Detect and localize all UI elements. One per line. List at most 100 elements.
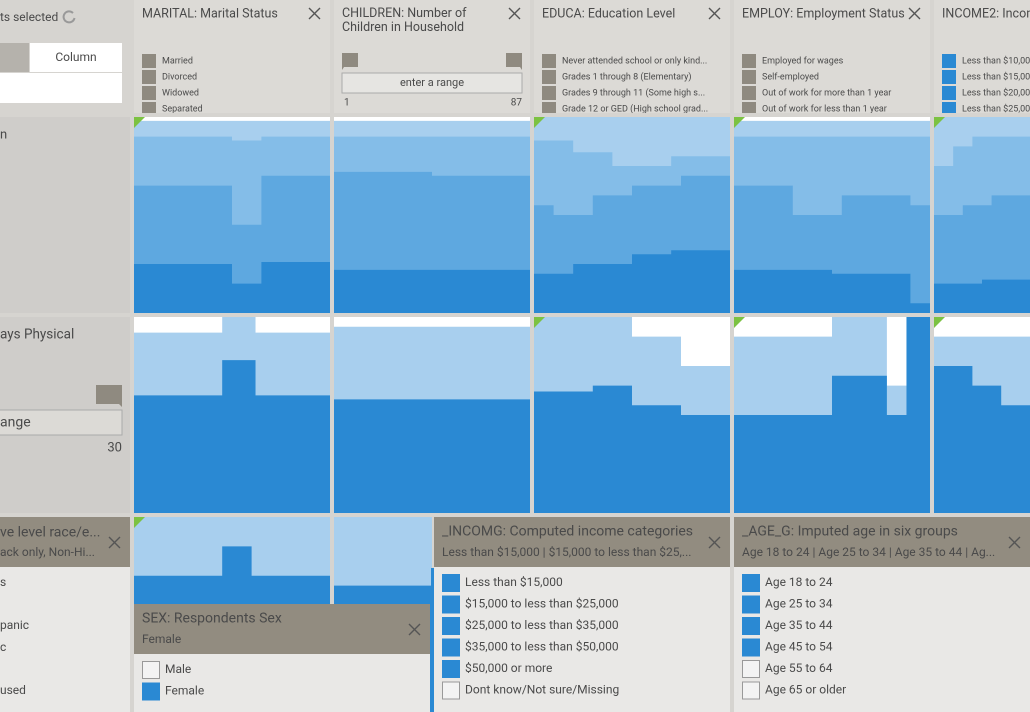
panel-subtitle: Age 18 to 24 | Age 25 to 34 | Age 35 to … bbox=[742, 545, 995, 559]
checkbox[interactable] bbox=[742, 638, 760, 657]
checkbox[interactable] bbox=[742, 86, 756, 100]
range-input[interactable] bbox=[0, 409, 123, 436]
chart-cell bbox=[334, 117, 530, 313]
close-icon[interactable] bbox=[1008, 536, 1021, 549]
filter-item: Less than $15,00 bbox=[962, 71, 1030, 82]
checkbox[interactable] bbox=[942, 86, 956, 100]
checkbox[interactable] bbox=[742, 54, 756, 68]
area-layer bbox=[734, 269, 930, 313]
column-toggle[interactable] bbox=[30, 43, 122, 72]
checkbox[interactable] bbox=[442, 681, 460, 700]
checkbox[interactable] bbox=[142, 86, 156, 100]
checkbox[interactable] bbox=[742, 681, 760, 700]
panel-header bbox=[734, 517, 1030, 567]
selection-marker bbox=[534, 117, 545, 128]
filter-item: Out of work for more than 1 year bbox=[762, 88, 891, 98]
filter-panel: _AGE_G: Imputed age in six groups Age 18 … bbox=[734, 517, 1030, 712]
checkbox[interactable] bbox=[742, 574, 760, 592]
filter-item: Never attended school or only kind... bbox=[562, 56, 707, 66]
filter-item: $15,000 to less than $25,000 bbox=[465, 597, 619, 611]
checkbox[interactable] bbox=[142, 661, 160, 679]
checkbox[interactable] bbox=[542, 54, 556, 68]
checkbox[interactable] bbox=[442, 574, 460, 592]
filter-item: Age 65 or older bbox=[765, 683, 846, 697]
range-placeholder: ange bbox=[0, 415, 31, 431]
checkbox[interactable] bbox=[442, 660, 460, 678]
filter-item: Grades 1 through 8 (Elementary) bbox=[562, 71, 692, 82]
chart-cell bbox=[734, 317, 930, 513]
checkbox[interactable] bbox=[742, 660, 760, 678]
checkbox[interactable] bbox=[442, 638, 460, 657]
checkbox[interactable] bbox=[542, 102, 556, 116]
range-handle[interactable] bbox=[96, 385, 122, 407]
checkbox[interactable] bbox=[742, 595, 760, 614]
close-icon[interactable] bbox=[708, 7, 721, 20]
filter-item: $25,000 to less than $35,000 bbox=[465, 618, 619, 632]
filter-item: Less than $20,00 bbox=[962, 87, 1030, 98]
range-input[interactable] bbox=[341, 72, 523, 94]
close-icon[interactable] bbox=[408, 623, 421, 636]
filter-item: s bbox=[0, 575, 6, 589]
filter-item: Less than $15,000 bbox=[465, 575, 563, 589]
checkbox[interactable] bbox=[142, 102, 156, 116]
close-icon[interactable] bbox=[908, 7, 921, 20]
area-layer bbox=[334, 269, 530, 313]
column-header: EDUCA: Education Level Never attended sch… bbox=[534, 0, 730, 116]
header-bg bbox=[534, 0, 730, 113]
filter-item: Age 18 to 24 bbox=[765, 575, 833, 589]
filter-panel: ve level race/e... ack only, Non-Hi... s pa… bbox=[0, 517, 130, 712]
area-layer bbox=[334, 399, 530, 513]
close-icon[interactable] bbox=[308, 7, 321, 20]
column-header: CHILDREN: Number of Children in Household… bbox=[334, 0, 530, 113]
filter-item: panic bbox=[0, 618, 29, 632]
filter-item: c bbox=[0, 640, 6, 654]
panel-title: SEX: Respondents Sex bbox=[142, 611, 282, 627]
panel-title: _INCOMG: Computed income categories bbox=[442, 524, 693, 540]
checkbox[interactable] bbox=[942, 54, 956, 68]
checkbox[interactable] bbox=[442, 617, 460, 635]
checkbox[interactable] bbox=[542, 70, 556, 84]
header-bg bbox=[134, 0, 330, 113]
column-title: INCOME2: Income bbox=[942, 6, 1030, 21]
column-button: Column bbox=[55, 50, 96, 64]
checkbox[interactable] bbox=[142, 54, 156, 68]
range-handle[interactable] bbox=[506, 53, 522, 70]
close-icon[interactable] bbox=[508, 7, 521, 20]
panel-header bbox=[134, 604, 430, 654]
filter-item: Grades 9 through 11 (Some high s... bbox=[562, 87, 705, 98]
filter-item: Out of work for less than 1 year bbox=[762, 104, 887, 114]
filter-item: used bbox=[0, 683, 26, 697]
close-icon[interactable] bbox=[708, 536, 721, 549]
checkbox[interactable] bbox=[542, 86, 556, 100]
filter-item: Age 25 to 34 bbox=[765, 597, 833, 611]
checkbox[interactable] bbox=[942, 102, 956, 116]
chart-cell bbox=[134, 117, 330, 313]
search-box bbox=[0, 73, 122, 103]
selection-marker bbox=[734, 117, 745, 128]
checkbox[interactable] bbox=[142, 682, 160, 701]
checkbox[interactable] bbox=[742, 102, 756, 116]
row-label: ays Physical bbox=[0, 327, 74, 343]
column-header: EMPLOY: Employment Status Employed for wa… bbox=[734, 0, 930, 116]
chart-cell bbox=[334, 317, 530, 513]
filter-item: $35,000 to less than $50,000 bbox=[465, 640, 619, 654]
area-layer bbox=[934, 279, 1030, 313]
checkbox[interactable] bbox=[742, 617, 760, 635]
filter-item: Grade 12 or GED (High school grad... bbox=[562, 103, 708, 114]
checkbox[interactable] bbox=[142, 70, 156, 84]
checkbox[interactable] bbox=[942, 70, 956, 84]
filter-item: $50,000 or more bbox=[465, 661, 552, 675]
column-title: EDUCA: Education Level bbox=[542, 6, 675, 21]
checkbox[interactable] bbox=[742, 70, 756, 84]
range-max: 30 bbox=[107, 440, 122, 455]
close-icon[interactable] bbox=[108, 536, 121, 549]
checkbox[interactable] bbox=[442, 595, 460, 614]
range-handle[interactable] bbox=[342, 53, 358, 70]
row-header bbox=[0, 117, 130, 313]
area-layer bbox=[734, 317, 930, 513]
column-title: EMPLOY: Employment Status bbox=[742, 6, 905, 21]
area-layer bbox=[934, 366, 1030, 513]
range-max: 87 bbox=[511, 98, 523, 109]
row-toggle[interactable] bbox=[0, 43, 29, 72]
